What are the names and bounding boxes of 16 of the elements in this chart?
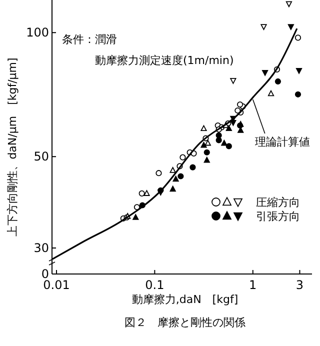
annotation: 条件：潤滑 [62,33,117,46]
annotation: 動摩擦力測定速度(1m/min) [95,54,234,67]
x-tick-label: 0.1 [145,278,164,292]
y-tick-label: 30 [34,241,49,255]
x-tick-label: 1 [249,278,257,292]
text: 図２ 摩擦と剛性の関係 [124,316,246,329]
legend-label: 圧縮方向 [256,196,300,209]
y-axis-title: 上下方向剛性、daN/μm [kgf/μm] [6,58,19,236]
x-tick-label: 0.01 [43,278,70,292]
y-tick-label: 0 [41,267,49,281]
y-tick-label: 100 [26,26,49,40]
legend-label: 引張方向 [256,210,300,223]
x-tick-label: 3 [296,278,304,292]
y-tick-label: 50 [34,150,49,164]
annotation: 理論計算値 [254,135,310,148]
x-axis-title: 動摩擦力,daN [kgf] [132,293,238,306]
